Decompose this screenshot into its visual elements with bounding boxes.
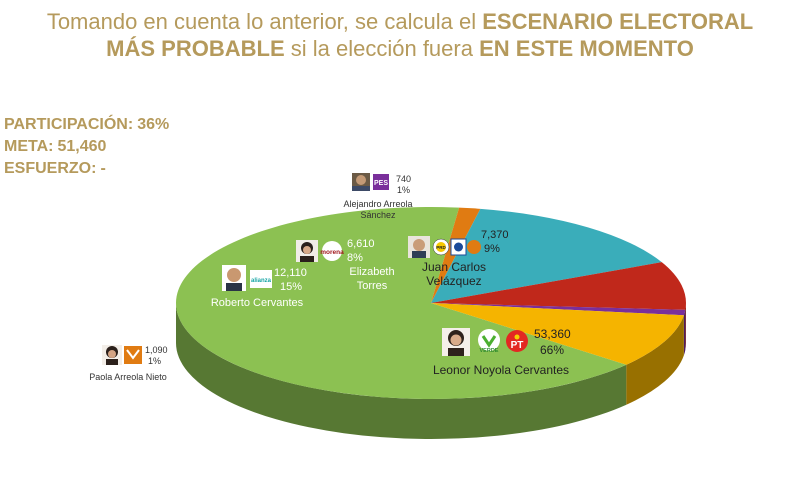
label-alejandro-pct: 1%	[397, 185, 410, 195]
avatar-leonor	[442, 328, 470, 356]
pie-side-elizabeth	[685, 303, 686, 350]
pes-logo-icon: PES	[373, 174, 389, 190]
label-leonor-pct: 66%	[540, 343, 564, 357]
pie-side-alejandro	[683, 309, 686, 356]
prd-logo-icon: PRD	[432, 238, 450, 256]
pie-slice-juan	[431, 303, 684, 365]
label-elizabeth-pct: 8%	[347, 252, 363, 264]
label-juan-carlos-name-2: Velázquez	[426, 274, 481, 288]
label-paola-pct: 1%	[148, 356, 161, 366]
label-alejandro-name-1: Alejandro Arreola	[343, 199, 412, 209]
label-juan-carlos-pct: 9%	[484, 243, 500, 255]
title-text-1: Tomando en cuenta lo anterior, se calcul…	[46, 9, 477, 34]
label-leonor-name: Leonor Noyola Cervantes	[433, 363, 569, 377]
label-elizabeth-name-2: Torres	[357, 280, 388, 292]
stat-participacion: PARTICIPACIÓN: 36%	[4, 114, 169, 136]
pie-side-juan	[626, 315, 684, 405]
alianza-logo-icon: alianza	[250, 270, 272, 288]
pie-labels: PES 740 1% Alejandro Arreola Sánchez mor…	[89, 173, 571, 382]
pt-logo-icon: PT	[506, 330, 528, 352]
avatar-roberto	[222, 265, 246, 291]
verde-logo-icon: VERDE	[478, 329, 500, 354]
label-leonor-value: 53,360	[534, 327, 571, 341]
label-juan-carlos-value: 7,370	[481, 229, 509, 241]
label-roberto-name: Roberto Cervantes	[211, 297, 304, 309]
stat-esfuerzo-value: -	[100, 160, 106, 177]
title-highlight-3: EN ESTE MOMENTO	[479, 36, 694, 61]
title-highlight-2: MÁS PROBABLE	[106, 36, 285, 61]
morena-logo-icon: morena	[320, 241, 344, 261]
label-alejandro-value: 740	[396, 174, 411, 184]
avatar-elizabeth	[296, 240, 318, 262]
title-highlight-1: ESCENARIO ELECTORAL	[482, 9, 754, 34]
label-juan-carlos-name-1: Juan Carlos	[422, 260, 486, 274]
stats-block: PARTICIPACIÓN: 36% META: 51,460 ESFUERZO: -	[4, 114, 169, 180]
svg-text:morena: morena	[320, 249, 344, 256]
mc-paola-logo-icon	[124, 346, 142, 364]
title-text-2: si la elección fuera	[290, 36, 473, 61]
avatar-alejandro	[352, 173, 370, 191]
label-roberto-pct: 15%	[280, 281, 302, 293]
stat-meta-value: 51,460	[57, 138, 107, 155]
stat-meta: META: 51,460	[4, 136, 169, 158]
stat-meta-label: META:	[4, 138, 54, 155]
label-alejandro-name-2: Sánchez	[360, 210, 396, 220]
stat-esfuerzo: ESFUERZO: -	[4, 158, 169, 180]
page-title: Tomando en cuenta lo anterior, se calcul…	[0, 8, 800, 62]
mc-logo-icon	[467, 240, 481, 254]
label-paola-name: Paola Arreola Nieto	[89, 372, 167, 382]
label-elizabeth-value: 6,610	[347, 238, 375, 250]
stat-participacion-value: 36%	[137, 116, 170, 133]
svg-text:PRD: PRD	[436, 245, 446, 250]
stat-participacion-label: PARTICIPACIÓN:	[4, 116, 134, 133]
label-elizabeth-name-1: Elizabeth	[349, 266, 394, 278]
label-roberto-value: 12,110	[274, 267, 307, 279]
pan-logo-icon	[450, 238, 467, 256]
avatar-paola	[102, 345, 122, 365]
title-line-2: MÁS PROBABLE si la elección fuera EN EST…	[0, 35, 800, 62]
pie-sides	[175, 303, 686, 439]
pie-slice-alejandro	[431, 303, 686, 316]
pie-side-leonor	[175, 303, 627, 439]
svg-text:alianza: alianza	[251, 278, 272, 284]
svg-text:PT: PT	[511, 340, 524, 351]
title-line-1: Tomando en cuenta lo anterior, se calcul…	[0, 8, 800, 35]
label-paola-value: 1,090	[145, 345, 168, 355]
pie-slice-elizabeth	[431, 262, 686, 310]
pie-slice-roberto	[431, 208, 662, 303]
stat-esfuerzo-label: ESFUERZO:	[4, 160, 97, 177]
avatar-juan-carlos	[408, 236, 430, 258]
svg-text:VERDE: VERDE	[480, 348, 499, 354]
svg-text:PES: PES	[374, 180, 388, 187]
